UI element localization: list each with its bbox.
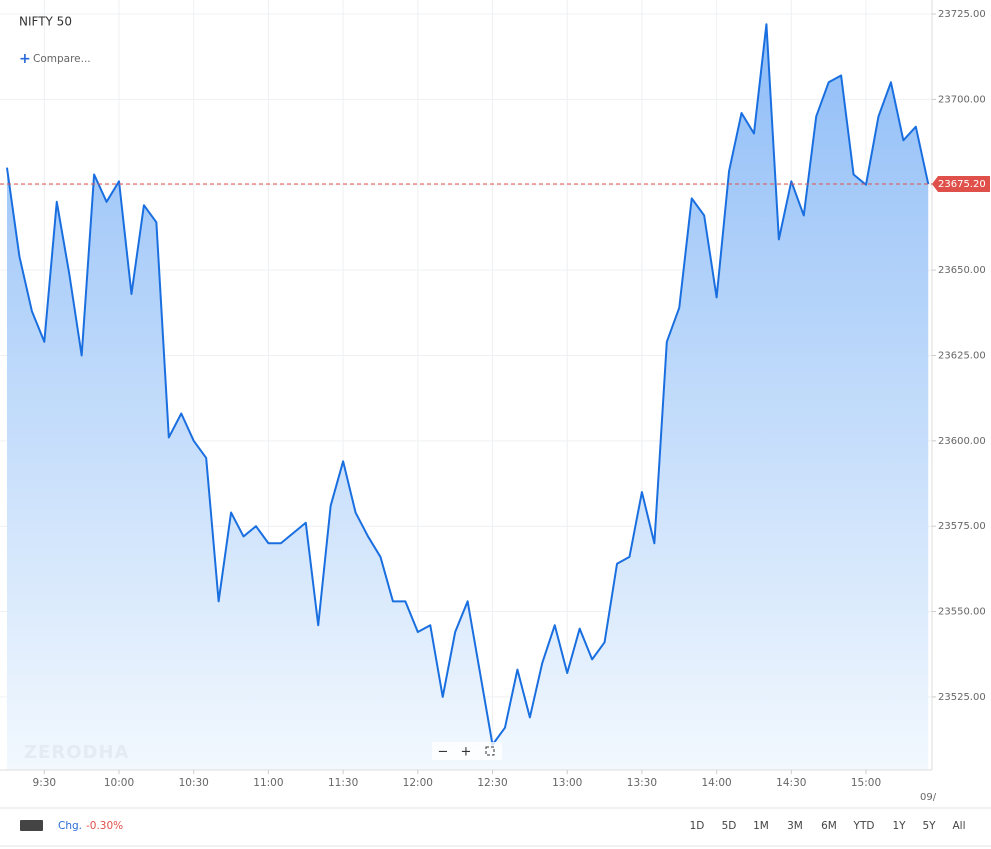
y-tick-label: 23650.00 bbox=[938, 265, 986, 276]
range-button[interactable]: 1Y bbox=[892, 820, 906, 832]
change-value: -0.30% bbox=[86, 820, 123, 832]
range-button[interactable]: 1D bbox=[690, 820, 705, 832]
zoom-out[interactable]: − bbox=[438, 745, 449, 760]
zoom-in[interactable]: + bbox=[461, 745, 472, 760]
range-button[interactable]: 1M bbox=[753, 820, 769, 832]
x-tick-label: 13:00 bbox=[552, 777, 582, 789]
plot bbox=[5, 23, 930, 771]
x-tick-label: 14:30 bbox=[776, 777, 806, 789]
x-tick-label: 10:00 bbox=[104, 777, 134, 789]
x-tick-label: 11:30 bbox=[328, 777, 358, 789]
range-button[interactable]: 5Y bbox=[922, 820, 936, 832]
plus-icon: + bbox=[19, 51, 31, 67]
zoom-bg bbox=[432, 742, 502, 760]
x-tick-label: 12:00 bbox=[403, 777, 433, 789]
x-tick-label: 12:30 bbox=[477, 777, 507, 789]
date-label: 09/ bbox=[920, 792, 937, 803]
compare-button[interactable]: + Compare... bbox=[19, 51, 91, 67]
zoom-controls: − + bbox=[432, 742, 502, 760]
area bbox=[6, 24, 929, 771]
line bbox=[5, 23, 930, 746]
chart-title: NIFTY 50 bbox=[19, 15, 72, 29]
y-tick-label: 23575.00 bbox=[938, 521, 986, 532]
range-button[interactable]: All bbox=[952, 820, 965, 832]
change-label: Chg. bbox=[58, 820, 82, 832]
y-tick-label: 23525.00 bbox=[938, 692, 986, 703]
x-tick-label: 15:00 bbox=[851, 777, 881, 789]
fullscreen[interactable] bbox=[485, 746, 495, 756]
last-price-tag bbox=[932, 176, 990, 193]
x-tick-label: 11:00 bbox=[253, 777, 283, 789]
x-tick-label: 13:30 bbox=[627, 777, 657, 789]
x-tick-label: 14:00 bbox=[701, 777, 731, 789]
y-tick-label: 23700.00 bbox=[938, 94, 986, 105]
y-tick-label: 23550.00 bbox=[938, 607, 986, 618]
range-button[interactable]: 5D bbox=[722, 820, 737, 832]
last-price-label: 23675.20 bbox=[938, 179, 986, 190]
keyboard-icon[interactable] bbox=[20, 820, 43, 831]
x-tick-label: 9:30 bbox=[33, 777, 57, 789]
range-button[interactable]: 3M bbox=[787, 820, 803, 832]
range-button[interactable]: YTD bbox=[853, 820, 875, 832]
watermark: ZERODHA bbox=[24, 742, 129, 763]
y-tick-label: 23600.00 bbox=[938, 436, 986, 447]
y-tick-label: 23625.00 bbox=[938, 350, 986, 361]
range-buttons: 1D 5D 1M 3M 6M YTD 1Y 5Y All bbox=[690, 820, 966, 832]
range-button[interactable]: 6M bbox=[821, 820, 837, 832]
y-tick-label: 23725.00 bbox=[938, 9, 986, 20]
x-tick-label: 10:30 bbox=[179, 777, 209, 789]
compare-label: Compare... bbox=[33, 53, 91, 65]
